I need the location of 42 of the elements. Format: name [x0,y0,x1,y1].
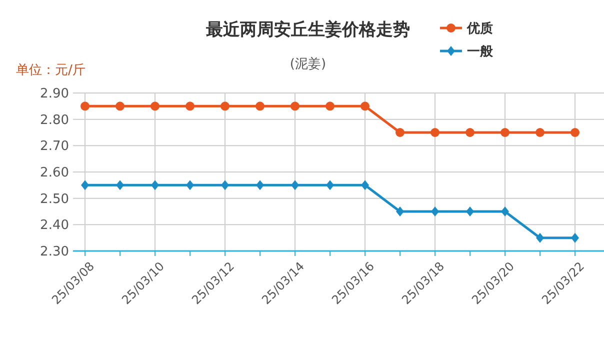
point [256,102,264,111]
point [186,102,194,111]
y-tick-label: 2.80 [40,112,69,128]
legend-label: 一般 [467,44,494,60]
point [430,128,440,137]
point [571,232,579,243]
point [150,102,160,111]
point [361,180,369,190]
y-axis-title: 单位：元/斤 [16,63,86,78]
chart-subtitle: (泥姜) [290,56,326,72]
point [151,180,159,190]
y-tick-label: 2.30 [40,244,69,260]
point [536,128,544,137]
point [290,102,300,111]
y-tick-label: 2.40 [40,218,69,234]
point [116,180,124,190]
point [396,206,404,216]
point [466,206,474,216]
point [81,180,89,190]
point [326,102,334,111]
y-tick-label: 2.50 [40,192,69,207]
point [116,102,124,111]
point [220,102,230,111]
point [501,206,509,216]
point [80,102,90,111]
y-tick-label: 2.90 [40,86,69,102]
chart-title: 最近两周安丘生姜价格走势 [205,19,410,40]
point [500,128,510,137]
point [221,180,229,190]
point [256,180,264,190]
point [186,180,194,190]
point [326,180,334,190]
legend-label: 优质 [466,20,493,37]
point [466,128,474,137]
point [431,206,439,216]
point [396,128,404,137]
point [536,232,544,243]
point [291,180,299,190]
point [360,102,370,111]
point [570,128,580,137]
y-tick-label: 2.70 [40,139,69,154]
y-tick-label: 2.60 [40,166,69,181]
